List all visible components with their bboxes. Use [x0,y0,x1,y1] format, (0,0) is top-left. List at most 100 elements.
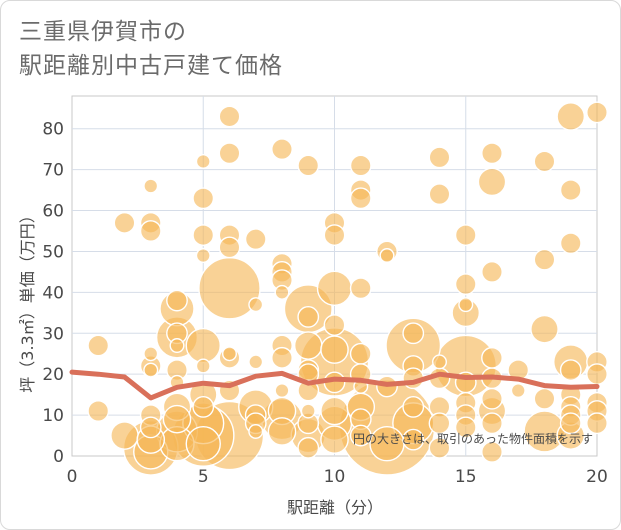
y-tick-label: 10 [42,406,64,426]
bubble-point [349,154,372,177]
bubble-point [185,327,221,364]
bubble-point [533,387,556,410]
bubble-point [428,146,451,169]
bubble-point [300,403,316,419]
bubble-point [192,396,215,418]
bubble-point [559,179,582,201]
y-tick-label: 70 [42,161,64,181]
bubble-point [559,359,582,381]
bubble-point [402,428,425,451]
bubble-point [271,346,293,369]
x-tick-label: 0 [67,467,78,487]
bubble-point [320,335,349,364]
x-tick-label: 10 [324,467,346,487]
y-tick-label: 50 [42,242,64,262]
bubble-point [556,102,586,131]
bubble-point [244,228,267,251]
bubble-point [113,211,136,234]
bubble-point [143,362,159,378]
bubble-point [454,273,477,296]
bubble-point [510,383,526,399]
bubble-point [559,232,582,255]
bubble-point [481,261,503,283]
bubble-point [248,297,264,313]
bubble-point [192,187,215,210]
bubble-point [218,105,241,128]
bubble-point [454,224,477,246]
bubble-point [481,441,503,463]
bubble-point [297,306,320,328]
bubble-point [428,436,451,459]
bubble-point [402,396,425,418]
y-tick-label: 30 [42,324,64,344]
bubble-point [586,363,608,386]
bubble-point [458,297,474,313]
y-tick-label: 60 [42,202,64,222]
bubble-point [402,322,425,345]
bubble-point [248,423,264,439]
y-tick-label: 0 [53,447,64,467]
y-axis-ticks: 0 10 20 30 40 50 60 70 80 [42,120,64,467]
bubble-point [316,270,353,306]
bubble-point [297,154,320,177]
bubble-point [323,224,346,246]
bubble-point [274,383,290,399]
bubble-point [477,167,507,197]
bubble-point [481,412,503,435]
chart-title: 三重県伊賀市の 駅距離別中古戸建て価格 [19,15,283,83]
bubble-point [139,416,162,439]
bubble-point [195,358,211,374]
bubble-point [87,334,110,357]
bubble-point [530,314,559,344]
x-tick-label: 5 [198,467,209,487]
bubble-point [192,224,215,246]
chart-title-line-2: 駅距離別中古戸建て価格 [19,53,283,79]
bubble-point [169,338,185,354]
bubble-point [320,425,349,454]
bubble-point [349,424,372,447]
bubble-point [143,178,159,194]
bubble-point [533,150,556,173]
bubble-point [185,426,221,462]
bubble-point [110,421,139,450]
y-tick-label: 20 [42,365,64,385]
y-axis-label: 坪（3.3㎡）単価（万円） [18,207,37,392]
average-price-line [69,369,600,401]
bubble-point [349,187,372,210]
bubble-layer [87,101,608,476]
bubble-point [143,346,159,362]
bubble-point [432,354,448,370]
bubble-point [195,153,211,169]
bubble-point [349,277,372,300]
bubble-point [586,101,608,124]
bubble-point [454,416,477,439]
x-tick-label: 15 [455,467,477,487]
bubble-point [349,342,372,365]
x-tick-label: 20 [586,467,608,487]
bubble-point [559,412,582,435]
bubble-point [297,436,320,459]
bubble-point [162,404,192,434]
bubble-point [481,387,503,410]
bubble-point [221,346,237,362]
x-axis-label: 駅距離（分） [287,498,383,517]
bubble-point [323,314,346,336]
bubble-point [218,236,241,259]
bubble-point [297,379,320,402]
bubble-point [166,289,188,312]
bubble-point [428,412,451,435]
bubble-point [248,354,264,370]
bubble-point [218,142,241,165]
bubble-point [428,183,451,206]
chart-title-line-1: 三重県伊賀市の [19,19,187,45]
bubble-point [481,346,503,369]
bubble-point [481,142,503,165]
bubble-point [87,400,110,422]
bubble-point [274,284,290,300]
y-tick-label: 40 [42,283,64,303]
bubble-size-note: 円の大きさは、取引のあった物件面積を示す [353,431,593,446]
y-tick-label: 80 [42,120,64,140]
bubble-point [195,248,211,264]
bubble-point [379,248,395,264]
